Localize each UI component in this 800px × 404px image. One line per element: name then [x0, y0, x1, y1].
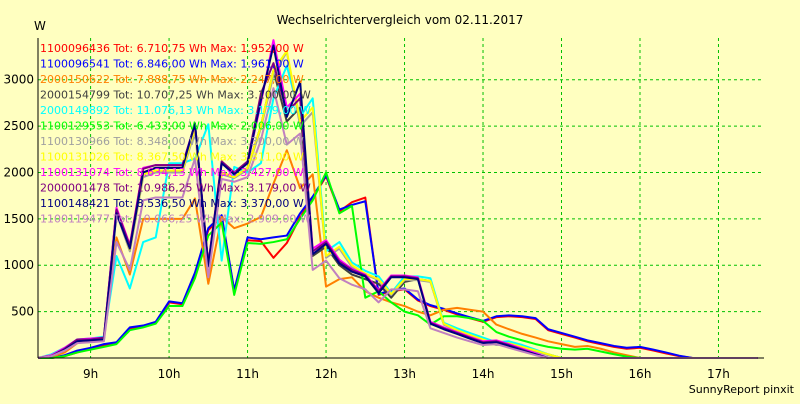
x-tick-label: 12h [315, 367, 338, 381]
legend-entry: 1100119477 Tot: 10.066,25 Wh Max: 2.909,… [40, 213, 311, 226]
legend-entry: 2000150622 Tot: 7.888,75 Wh Max: 2.247,0… [40, 73, 304, 86]
y-tick-label: 1000 [3, 258, 34, 272]
legend-entry: 1100148421 Tot: 8.536,50 Wh Max: 3.370,0… [40, 197, 304, 210]
x-tick-label: 11h [236, 367, 259, 381]
x-tick-label: 10h [158, 367, 181, 381]
y-tick-label: 500 [11, 305, 34, 319]
chart-title: Wechselrichtervergleich vom 02.11.2017 [277, 13, 524, 27]
x-tick-label: 17h [707, 367, 730, 381]
x-tick-label: 9h [83, 367, 98, 381]
legend-entry: 2000154799 Tot: 10.707,25 Wh Max: 3.100,… [40, 89, 311, 102]
y-tick-label: 2500 [3, 119, 34, 133]
legend-entry: 1100129553 Tot: 6.433,00 Wh Max: 2.006,0… [40, 120, 304, 133]
x-tick-label: 13h [393, 367, 416, 381]
y-axis-label: W [34, 19, 46, 33]
x-tick-label: 14h [472, 367, 495, 381]
legend-entry: 1100131026 Tot: 8.367,50 Wh Max: 3.311,0… [40, 151, 304, 164]
legend-entry: 2000149892 Tot: 11.076,13 Wh Max: 3.179,… [40, 104, 311, 117]
y-tick-label: 3000 [3, 73, 34, 87]
y-tick-label: 1500 [3, 212, 34, 226]
axes: 9h 10h 11h 12h 13h 14h 15h 16h 17h 500 1000 1500 200… [3, 38, 764, 381]
legend-entry: 1100096436 Tot: 6.710,75 Wh Max: 1.952,0… [40, 42, 304, 55]
grid-lines [38, 38, 764, 358]
footer-label: SunnyReport pinxit [689, 383, 795, 396]
legend-entry: 2000001478 Tot: 10.986,25 Wh Max: 3.179,… [40, 182, 311, 195]
legend-entry: 1100130966 Tot: 8.348,00 Wh Max: 3.300,0… [40, 135, 304, 148]
legend-entry: 1100096541 Tot: 6.846,00 Wh Max: 1.961,0… [40, 58, 304, 71]
y-tick-label: 2000 [3, 165, 34, 179]
x-tick-label: 16h [629, 367, 652, 381]
legend: 1100096436 Tot: 6.710,75 Wh Max: 1.952,0… [40, 42, 311, 226]
legend-entry: 1100131074 Tot: 8.634,13 Wh Max: 3.427,0… [40, 166, 304, 179]
x-tick-label: 15h [550, 367, 573, 381]
